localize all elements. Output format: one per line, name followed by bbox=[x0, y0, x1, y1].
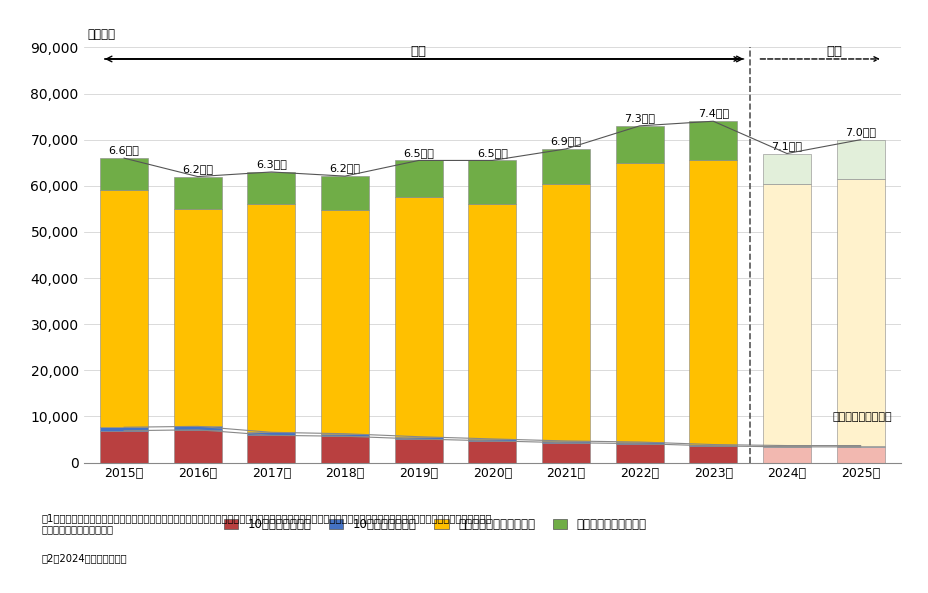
Bar bbox=[615, 442, 663, 444]
Bar bbox=[615, 162, 663, 442]
Bar bbox=[689, 121, 737, 161]
Bar bbox=[836, 447, 883, 463]
Bar bbox=[100, 427, 148, 431]
Bar bbox=[174, 430, 222, 463]
Text: 注2．2024年以降は予測値: 注2．2024年以降は予測値 bbox=[42, 553, 127, 563]
Text: 予測: 予測 bbox=[826, 44, 842, 58]
Bar bbox=[468, 441, 516, 463]
Bar bbox=[321, 433, 368, 436]
Bar bbox=[762, 445, 810, 447]
Bar bbox=[174, 426, 222, 430]
Text: 6.9兆円: 6.9兆円 bbox=[550, 136, 581, 146]
Bar bbox=[836, 445, 883, 447]
Bar bbox=[542, 149, 589, 184]
Bar bbox=[100, 190, 148, 427]
Bar bbox=[321, 176, 368, 211]
Text: 7.0兆円: 7.0兆円 bbox=[844, 127, 875, 137]
Bar bbox=[689, 445, 737, 446]
Text: 7.3兆円: 7.3兆円 bbox=[624, 113, 654, 123]
Text: 注1．国土交通省「建範着工統計」、総務省「家計調査年報」、総務省「住民基本台帳」、国立社会保障・人口問題研究所「日本の世帯数の将来推計（全国推計）」を
もとに矢: 注1．国土交通省「建範着工統計」、総務省「家計調査年報」、総務省「住民基本台帳」… bbox=[42, 513, 492, 534]
Bar bbox=[394, 439, 442, 463]
Text: 7.4兆円: 7.4兆円 bbox=[697, 109, 728, 119]
Bar bbox=[100, 431, 148, 463]
Text: 7.1兆円: 7.1兆円 bbox=[770, 141, 802, 151]
Bar bbox=[762, 154, 810, 183]
Bar bbox=[100, 158, 148, 190]
Bar bbox=[321, 211, 368, 433]
Text: （億円）: （億円） bbox=[87, 27, 115, 40]
Bar bbox=[762, 447, 810, 463]
Bar bbox=[689, 161, 737, 445]
Bar bbox=[542, 443, 589, 463]
Bar bbox=[247, 204, 295, 432]
Bar bbox=[542, 441, 589, 443]
Bar bbox=[247, 172, 295, 204]
Legend: 10㎡超えの増改範, 10㎡以下の増改範, 設備修繕・維持関連費用, 家具・インテリア費用: 10㎡超えの増改範, 10㎡以下の増改範, 設備修繕・維持関連費用, 家具・イン… bbox=[219, 513, 651, 535]
Bar bbox=[468, 204, 516, 439]
Text: 6.2兆円: 6.2兆円 bbox=[182, 164, 213, 174]
Bar bbox=[836, 140, 883, 179]
Bar bbox=[394, 161, 442, 197]
Bar bbox=[689, 446, 737, 463]
Bar bbox=[615, 126, 663, 162]
Bar bbox=[762, 183, 810, 445]
Text: 6.6兆円: 6.6兆円 bbox=[109, 145, 139, 155]
Text: 6.3兆円: 6.3兆円 bbox=[256, 159, 287, 169]
Text: 矢野経済研究所調べ: 矢野経済研究所調べ bbox=[831, 412, 891, 422]
Bar bbox=[468, 161, 516, 204]
Bar bbox=[247, 432, 295, 435]
Bar bbox=[394, 436, 442, 439]
Text: 6.2兆円: 6.2兆円 bbox=[329, 163, 360, 173]
Bar bbox=[174, 177, 222, 209]
Text: 実績: 実績 bbox=[410, 44, 426, 58]
Bar bbox=[394, 197, 442, 436]
Bar bbox=[247, 435, 295, 463]
Bar bbox=[468, 439, 516, 441]
Bar bbox=[615, 444, 663, 463]
Bar bbox=[836, 179, 883, 445]
Text: 6.5兆円: 6.5兆円 bbox=[476, 148, 508, 158]
Bar bbox=[542, 184, 589, 441]
Bar bbox=[174, 209, 222, 426]
Text: 6.5兆円: 6.5兆円 bbox=[403, 148, 433, 158]
Bar bbox=[321, 436, 368, 463]
